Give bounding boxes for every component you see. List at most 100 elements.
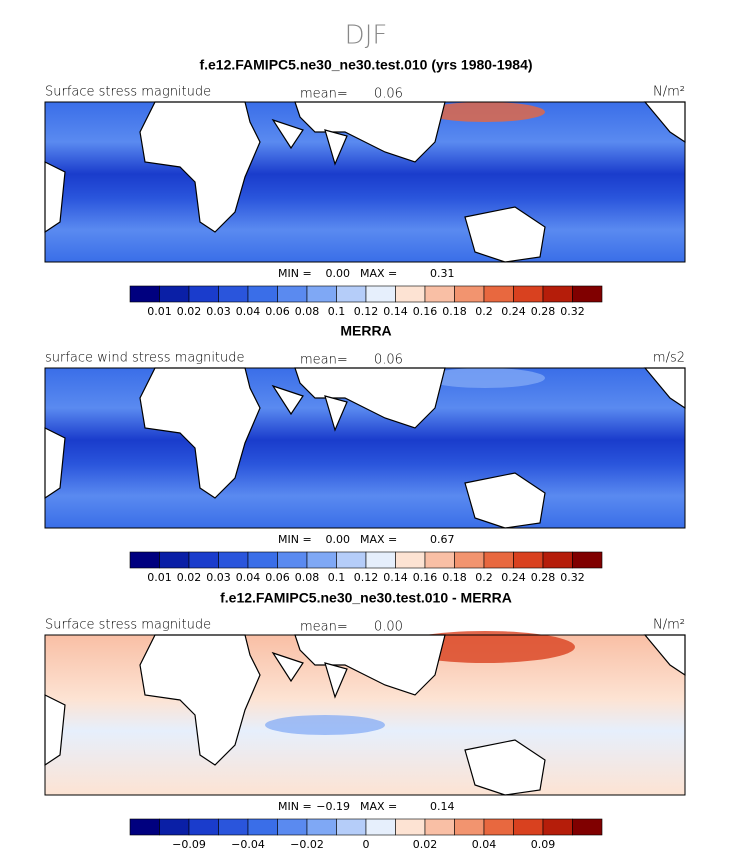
colorbar-label: 0.12 xyxy=(354,305,379,318)
colorbar-label: 0.24 xyxy=(501,571,526,584)
min-label: MIN = xyxy=(278,267,312,280)
colorbar-label: 0.08 xyxy=(295,571,320,584)
colorbar-box xyxy=(483,818,514,836)
panel-title: MERRA xyxy=(340,323,391,339)
colorbar-label: 0.1 xyxy=(328,305,346,318)
colorbar-label: 0.16 xyxy=(413,571,438,584)
colorbar-box xyxy=(159,818,190,836)
colorbar-box xyxy=(424,551,455,569)
units: N/m² xyxy=(653,85,685,100)
colorbar-label: 0.09 xyxy=(531,838,556,851)
colorbar-box xyxy=(513,551,544,569)
colorbar-box xyxy=(454,551,485,569)
colorbar-label: 0.04 xyxy=(236,571,261,584)
colorbar-box xyxy=(483,285,514,303)
colorbar-box xyxy=(129,818,160,836)
colorbar-box xyxy=(218,551,249,569)
colorbar-label: 0.06 xyxy=(265,571,290,584)
colorbar-label: 0.02 xyxy=(413,838,438,851)
colorbar-label: 0.28 xyxy=(531,305,556,318)
mean-label: mean= xyxy=(300,620,348,635)
colorbar-box xyxy=(542,285,573,303)
min-value: 0.00 xyxy=(326,267,351,280)
colorbar-box xyxy=(395,551,426,569)
colorbar-label: 0.2 xyxy=(475,571,493,584)
colorbar-label: 0.06 xyxy=(265,305,290,318)
min-label: MIN = xyxy=(278,800,312,813)
variable-label: Surface stress magnitude xyxy=(45,618,211,633)
colorbar-label: 0.14 xyxy=(383,305,408,318)
colorbar-box xyxy=(306,285,337,303)
colorbar-label: 0 xyxy=(363,838,370,851)
colorbar-box xyxy=(572,285,603,303)
colorbar-box xyxy=(336,285,367,303)
colorbar-box xyxy=(218,285,249,303)
colorbar-box xyxy=(159,285,190,303)
colorbar-box xyxy=(454,285,485,303)
colorbar-box xyxy=(159,551,190,569)
colorbar-box xyxy=(483,551,514,569)
colorbar-box xyxy=(218,818,249,836)
colorbar-box xyxy=(542,551,573,569)
max-label: MAX = xyxy=(360,267,397,280)
colorbar-label: 0.32 xyxy=(560,571,585,584)
colorbar-box xyxy=(188,818,219,836)
colorbar-box xyxy=(424,818,455,836)
colorbar-box xyxy=(247,818,278,836)
colorbar-box xyxy=(306,818,337,836)
panel-title: f.e12.FAMIPC5.ne30_ne30.test.010 - MERRA xyxy=(220,590,512,606)
mean-label: mean= xyxy=(300,353,348,368)
colorbar-label: 0.04 xyxy=(236,305,261,318)
colorbar-label: 0.03 xyxy=(206,571,231,584)
map-frame xyxy=(44,367,686,529)
variable-label: surface wind stress magnitude xyxy=(45,351,245,366)
colorbar-label: 0.08 xyxy=(295,305,320,318)
colorbar-label: 0.1 xyxy=(328,571,346,584)
mean-value: 0.00 xyxy=(374,620,403,635)
colorbar-box xyxy=(365,818,396,836)
colorbar-box xyxy=(542,818,573,836)
figure-title: DJF xyxy=(345,21,388,51)
colorbar-label: 0.03 xyxy=(206,305,231,318)
colorbar-label: 0.12 xyxy=(354,571,379,584)
colorbar-label: −0.02 xyxy=(290,838,324,851)
max-value: 0.67 xyxy=(430,533,455,546)
colorbar-box xyxy=(395,818,426,836)
map-anomaly xyxy=(265,715,385,735)
max-label: MAX = xyxy=(360,533,397,546)
map-anomaly xyxy=(425,368,545,388)
colorbar-label: 0.04 xyxy=(472,838,497,851)
map-frame xyxy=(44,101,686,263)
units: m/s2 xyxy=(653,351,685,366)
colorbar-box xyxy=(129,285,160,303)
map-anomaly xyxy=(425,102,545,122)
colorbar-box xyxy=(188,551,219,569)
mean-label: mean= xyxy=(300,87,348,102)
colorbar-box xyxy=(454,818,485,836)
colorbar-box xyxy=(513,285,544,303)
colorbar-label: −0.04 xyxy=(231,838,265,851)
colorbar-label: 0.24 xyxy=(501,305,526,318)
max-value: 0.14 xyxy=(430,800,455,813)
colorbar-label: 0.16 xyxy=(413,305,438,318)
min-label: MIN = xyxy=(278,533,312,546)
colorbar-label: 0.32 xyxy=(560,305,585,318)
colorbar-box xyxy=(395,285,426,303)
colorbar-label: 0.18 xyxy=(442,305,467,318)
colorbar-box xyxy=(572,818,603,836)
colorbar-box xyxy=(188,285,219,303)
colorbar-box xyxy=(336,551,367,569)
units: N/m² xyxy=(653,618,685,633)
colorbar-box xyxy=(513,818,544,836)
min-value: −0.19 xyxy=(316,800,350,813)
colorbar-label: 0.28 xyxy=(531,571,556,584)
colorbar-label: 0.01 xyxy=(147,571,172,584)
colorbar-box xyxy=(365,551,396,569)
colorbar-box xyxy=(129,551,160,569)
colorbar-label: 0.01 xyxy=(147,305,172,318)
colorbar-box xyxy=(306,551,337,569)
variable-label: Surface stress magnitude xyxy=(45,85,211,100)
colorbar-box xyxy=(247,551,278,569)
map-frame xyxy=(44,634,686,796)
